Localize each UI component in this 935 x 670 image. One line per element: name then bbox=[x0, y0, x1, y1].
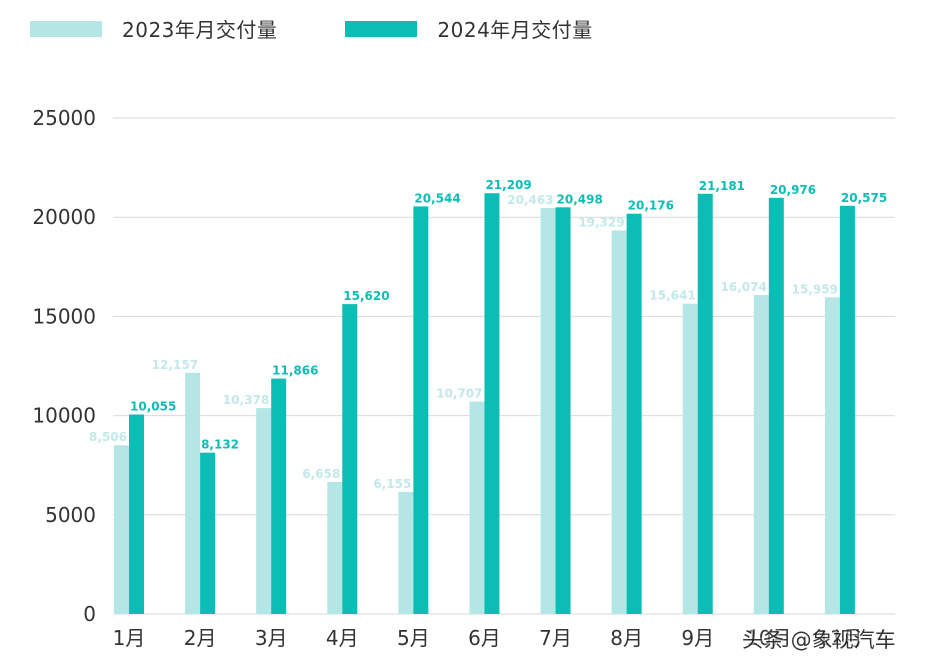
legend: 2023年月交付量 2024年月交付量 bbox=[30, 14, 661, 43]
data-label-2023: 20,463 bbox=[507, 193, 553, 207]
data-label-2023: 12,157 bbox=[152, 358, 198, 372]
x-tick-label: 2月 bbox=[184, 626, 217, 650]
bar-2023 bbox=[753, 295, 769, 614]
bar-2024 bbox=[555, 207, 571, 614]
x-tick-label: 3月 bbox=[255, 626, 288, 650]
bar-2024 bbox=[768, 197, 784, 614]
x-tick-label: 1月 bbox=[113, 626, 146, 650]
x-tick-label: 9月 bbox=[681, 626, 714, 650]
bar-2023 bbox=[256, 408, 272, 614]
data-label-2024: 20,544 bbox=[414, 191, 460, 205]
bar-2024 bbox=[200, 452, 216, 614]
y-tick-label: 15000 bbox=[32, 304, 96, 328]
bar-2023 bbox=[114, 445, 129, 614]
bar-2023 bbox=[540, 208, 556, 614]
legend-label-2024: 2024年月交付量 bbox=[437, 18, 593, 42]
data-label-2024: 20,498 bbox=[557, 192, 603, 206]
bar-2023 bbox=[469, 401, 485, 614]
data-label-2023: 15,641 bbox=[649, 289, 695, 303]
x-tick-label: 6月 bbox=[468, 626, 501, 650]
data-label-2024: 21,209 bbox=[485, 178, 531, 192]
bar-2023 bbox=[611, 230, 627, 614]
bar-2024 bbox=[129, 414, 144, 614]
bar-2024 bbox=[342, 304, 358, 614]
legend-item-2024: 2024年月交付量 bbox=[345, 14, 592, 43]
data-label-2024: 20,575 bbox=[841, 191, 887, 205]
data-label-2024: 20,176 bbox=[628, 199, 674, 213]
x-tick-label: 10月 bbox=[746, 626, 791, 650]
data-label-2024: 8,132 bbox=[201, 438, 239, 452]
legend-item-2023: 2023年月交付量 bbox=[30, 14, 277, 43]
x-tick-label: 11月 bbox=[817, 626, 862, 650]
bar-2024 bbox=[413, 206, 429, 614]
data-label-2024: 11,866 bbox=[272, 364, 318, 378]
bar-2024 bbox=[484, 193, 500, 614]
bar-2023 bbox=[824, 297, 840, 614]
watermark: 头条 @象视汽车 bbox=[742, 628, 896, 652]
y-tick-label: 10000 bbox=[32, 404, 96, 428]
legend-label-2023: 2023年月交付量 bbox=[122, 18, 278, 42]
data-label-2024: 10,055 bbox=[130, 400, 176, 414]
x-tick-label: 7月 bbox=[539, 626, 572, 650]
bar-2024 bbox=[839, 205, 855, 615]
data-label-2023: 15,959 bbox=[792, 282, 838, 296]
data-label-2023: 16,074 bbox=[721, 280, 767, 294]
data-label-2024: 15,620 bbox=[343, 289, 389, 303]
data-label-2023: 8,506 bbox=[89, 430, 127, 444]
legend-swatch-2023 bbox=[30, 20, 102, 37]
data-label-2023: 19,329 bbox=[578, 216, 624, 230]
bar-2023 bbox=[682, 303, 698, 614]
y-tick-label: 5000 bbox=[45, 503, 96, 527]
bar-2024 bbox=[697, 193, 713, 614]
data-label-2024: 20,976 bbox=[770, 183, 816, 197]
bar-2024 bbox=[626, 213, 642, 614]
y-tick-label: 25000 bbox=[32, 106, 96, 130]
y-tick-label: 20000 bbox=[32, 205, 96, 229]
x-tick-label: 4月 bbox=[326, 626, 359, 650]
bar-2024 bbox=[271, 378, 287, 614]
legend-swatch-2024 bbox=[345, 20, 418, 37]
bar-2023 bbox=[398, 491, 414, 614]
data-label-2023: 6,155 bbox=[373, 477, 411, 491]
y-tick-label: 0 bbox=[83, 602, 96, 626]
data-label-2023: 6,658 bbox=[302, 467, 340, 481]
x-tick-label: 8月 bbox=[610, 626, 643, 650]
x-tick-label: 5月 bbox=[397, 626, 430, 650]
bar-2023 bbox=[327, 481, 343, 614]
data-label-2023: 10,378 bbox=[223, 393, 269, 407]
data-label-2023: 10,707 bbox=[436, 387, 482, 401]
bar-2023 bbox=[185, 372, 201, 614]
data-label-2024: 21,181 bbox=[699, 179, 745, 193]
